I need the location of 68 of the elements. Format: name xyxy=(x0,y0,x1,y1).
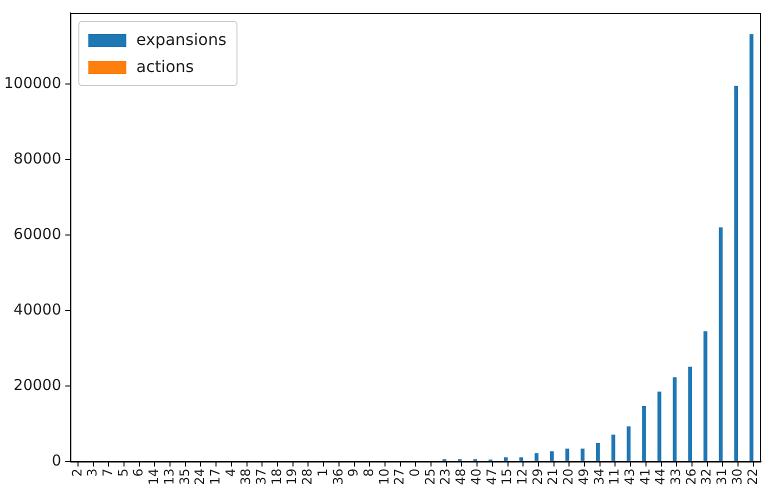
legend-label: expansions xyxy=(136,30,226,50)
x-tick-label: 12 xyxy=(515,468,530,486)
x-tick-label: 3 xyxy=(86,468,101,477)
x-tick-label: 47 xyxy=(484,468,500,486)
bar xyxy=(734,86,738,461)
x-tick-label: 15 xyxy=(500,468,516,486)
x-tick-label: 36 xyxy=(331,468,346,486)
x-tick-label: 38 xyxy=(239,468,254,486)
x-tick-label: 18 xyxy=(270,468,285,486)
x-tick-label: 41 xyxy=(638,468,654,486)
bar xyxy=(657,392,662,461)
x-tick-label: 23 xyxy=(438,468,454,486)
y-tick-label: 20000 xyxy=(14,376,62,394)
x-tick-label: 33 xyxy=(669,468,684,486)
x-tick-label: 17 xyxy=(208,468,224,486)
bar xyxy=(750,34,754,461)
x-tick-label: 29 xyxy=(530,468,546,486)
x-tick-label: 28 xyxy=(300,468,316,486)
bar xyxy=(672,377,677,461)
x-tick-label: 2 xyxy=(70,468,86,477)
x-tick-label: 49 xyxy=(576,468,592,486)
bar xyxy=(626,426,631,461)
x-tick-label: 21 xyxy=(546,468,562,486)
y-tick-label: 40000 xyxy=(14,300,62,318)
bar xyxy=(534,453,538,461)
x-tick-label: 48 xyxy=(454,468,470,486)
x-tick-label: 19 xyxy=(285,468,300,486)
x-tick-label: 6 xyxy=(132,468,147,477)
x-tick-label: 32 xyxy=(700,468,715,486)
x-tick-label: 26 xyxy=(684,468,700,486)
bar xyxy=(611,434,616,461)
x-tick-label: 9 xyxy=(346,468,362,477)
bar xyxy=(704,331,708,461)
bar xyxy=(688,366,692,461)
x-tick-label: 40 xyxy=(469,468,484,486)
x-tick-label: 27 xyxy=(392,468,408,486)
bar xyxy=(565,448,570,461)
x-tick-label: 44 xyxy=(654,468,669,486)
x-tick-label: 10 xyxy=(377,468,392,486)
x-tick-label: 11 xyxy=(608,468,623,486)
x-tick-label: 31 xyxy=(715,468,730,486)
y-tick-label: 60000 xyxy=(14,224,62,243)
x-tick-label: 4 xyxy=(224,468,239,477)
bar xyxy=(550,451,554,461)
x-tick-label: 25 xyxy=(423,468,438,486)
bar xyxy=(580,448,585,461)
x-tick-label: 0 xyxy=(408,468,424,477)
x-tick-label: 8 xyxy=(362,468,377,477)
x-tick-label: 37 xyxy=(254,468,270,486)
x-tick-label: 30 xyxy=(730,468,746,486)
x-tick-label: 1 xyxy=(316,468,331,477)
legend-label: actions xyxy=(136,57,194,76)
x-tick-label: 7 xyxy=(101,468,116,477)
x-tick-label: 5 xyxy=(116,468,132,477)
x-tick-label: 22 xyxy=(746,468,761,486)
bar xyxy=(718,227,723,461)
bar xyxy=(504,457,508,461)
y-tick-label: 80000 xyxy=(14,149,62,168)
x-tick-label: 34 xyxy=(592,468,608,486)
y-tick-label: 100000 xyxy=(4,74,62,92)
x-tick-label: 20 xyxy=(562,468,577,486)
x-tick-label: 13 xyxy=(162,468,178,486)
bar xyxy=(642,406,646,461)
bar xyxy=(596,442,600,461)
x-tick-label: 43 xyxy=(622,468,638,486)
x-tick-label: 14 xyxy=(147,468,162,486)
x-tick-label: 35 xyxy=(178,468,193,486)
x-tick-label: 24 xyxy=(193,468,208,486)
